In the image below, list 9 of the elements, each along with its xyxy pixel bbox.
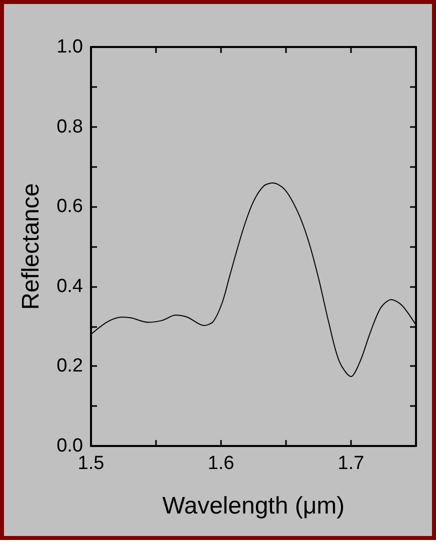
text: 1.0 xyxy=(56,36,83,58)
y-tick-label: 0.6 xyxy=(56,196,83,218)
x-axis-title: Wavelength (μm) xyxy=(162,492,345,520)
y-tick-label: 0.4 xyxy=(56,276,84,297)
y-tick-label: 0.8 xyxy=(56,116,83,138)
x-tick-label: 1.6 xyxy=(208,453,234,474)
y-axis-title: Reflectance xyxy=(18,183,44,310)
x-tick-label: 1.7 xyxy=(338,453,364,474)
y-tick-label: 0.2 xyxy=(56,356,83,377)
